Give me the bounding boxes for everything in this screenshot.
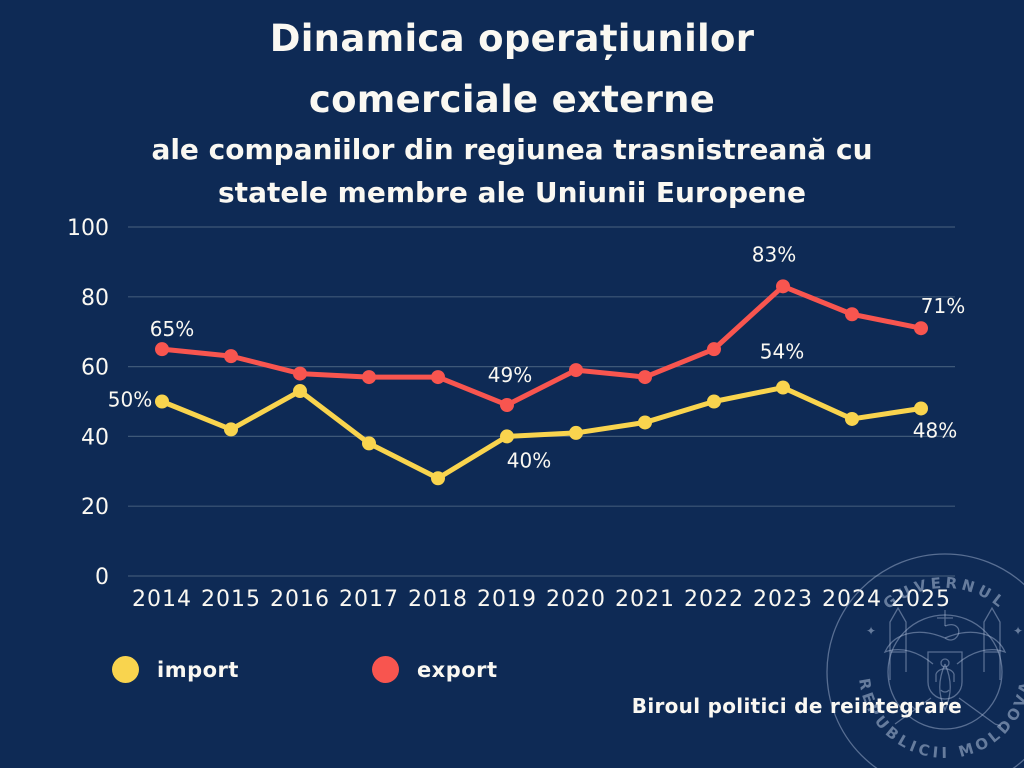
title-line-2: comerciale externe: [308, 78, 716, 121]
export-data-point: [155, 342, 169, 357]
x-axis-year-label: 2018: [408, 587, 468, 612]
y-axis-tick-label: 20: [81, 495, 109, 520]
export-data-point: [500, 397, 514, 412]
export-color-dot-icon: [371, 656, 399, 683]
import-value-label: 48%: [913, 418, 957, 442]
coat-of-arms: [883, 606, 1007, 727]
y-axis-tick-label: 0: [95, 565, 109, 590]
page-title: Dinamica operațiunilor comerciale extern…: [0, 8, 1024, 130]
moldova-government-seal: GUVERNUL REPUBLICII MOLDOVA ✦ ✦: [826, 553, 1024, 768]
y-axis-tick-label: 60: [81, 356, 109, 381]
import-data-point: [914, 401, 928, 416]
seal-ring-text-top: GUVERNUL: [880, 574, 1011, 613]
subtitle-line-2: statele membre ale Uniunii Europene: [218, 176, 806, 209]
x-axis-year-label: 2020: [546, 587, 606, 612]
export-value-label: 71%: [921, 294, 965, 318]
import-value-label: 54%: [760, 340, 804, 364]
export-value-label: 49%: [488, 363, 532, 387]
title-line-1: Dinamica operațiunilor: [269, 17, 755, 60]
import-data-point: [707, 394, 721, 409]
export-line: [159, 283, 924, 408]
legend-item-export: export: [371, 656, 498, 683]
import-value-label: 50%: [108, 388, 152, 412]
import-data-point: [224, 422, 238, 437]
seal-outer-circle: [826, 553, 1024, 768]
subtitle-line-1: ale companiilor din regiunea trasnistrea…: [151, 133, 873, 166]
x-axis-year-label: 2017: [339, 587, 399, 612]
x-axis-year-label: 2016: [270, 587, 330, 612]
export-data-point: [569, 363, 583, 378]
x-axis-year-label: 2024: [822, 587, 882, 612]
export-data-point: [224, 349, 238, 364]
chart-legend: import export: [112, 656, 498, 683]
import-data-point: [569, 425, 583, 440]
x-axis-year-label: 2025: [891, 587, 951, 612]
import-data-point: [431, 471, 445, 486]
import-data-point: [500, 429, 514, 444]
x-axis-year-label: 2021: [615, 587, 675, 612]
seal-graphic: GUVERNUL REPUBLICII MOLDOVA ✦ ✦: [826, 553, 1024, 768]
import-line: [159, 385, 924, 481]
seal-rosette-left: ✦: [866, 624, 876, 638]
export-data-point: [431, 370, 445, 385]
seal-inner-circle: [887, 614, 1003, 730]
import-data-point: [638, 415, 652, 430]
export-data-point: [845, 307, 859, 322]
x-axis-year-label: 2015: [201, 587, 261, 612]
source-attribution: Biroul politici de reintegrare: [631, 694, 962, 718]
import-data-point: [776, 380, 790, 395]
import-data-point: [155, 394, 169, 409]
page-subtitle: ale companiilor din regiunea trasnistrea…: [0, 128, 1024, 214]
import-data-point: [362, 436, 376, 451]
import-color-dot-icon: [112, 656, 139, 683]
import-value-label: 40%: [507, 448, 551, 472]
export-data-point: [293, 366, 307, 381]
x-axis-year-label: 2014: [132, 587, 192, 612]
import-data-point: [293, 384, 307, 399]
y-axis-tick-label: 100: [67, 216, 109, 241]
import-data-point: [845, 411, 859, 426]
x-axis-year-label: 2019: [477, 587, 537, 612]
export-data-point: [914, 321, 928, 336]
y-axis-tick-label: 40: [81, 425, 109, 450]
legend-label-import: import: [157, 657, 239, 682]
x-axis-year-label: 2023: [753, 587, 813, 612]
seal-rosette-right: ✦: [1013, 624, 1023, 638]
legend-item-import: import: [112, 656, 239, 683]
legend-label-export: export: [416, 657, 498, 682]
export-data-point: [638, 370, 652, 385]
export-data-point: [776, 279, 790, 294]
x-axis-year-label: 2022: [684, 587, 744, 612]
export-data-point: [362, 370, 376, 385]
export-value-label: 65%: [150, 317, 194, 341]
export-data-point: [707, 342, 721, 357]
y-axis-tick-label: 80: [81, 286, 109, 311]
header: Dinamica operațiunilor comerciale extern…: [0, 8, 1024, 214]
export-value-label: 83%: [752, 242, 796, 266]
